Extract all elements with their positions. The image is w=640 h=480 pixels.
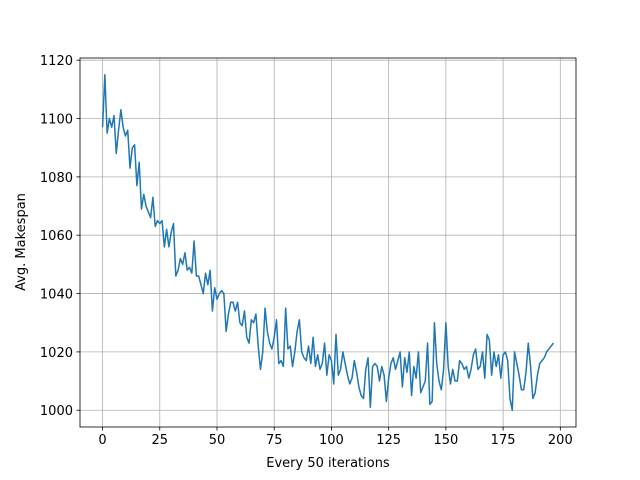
y-tick-label: 1060 [40, 229, 73, 244]
y-tick-label: 1020 [40, 346, 73, 361]
y-tick-label: 1100 [40, 113, 73, 128]
x-tick-label: 75 [266, 433, 283, 448]
x-tick-label: 0 [98, 433, 106, 448]
x-tick-label: 125 [376, 433, 401, 448]
x-tick-label: 200 [548, 433, 573, 448]
x-axis-label: Every 50 iterations [266, 456, 390, 471]
data-line [101, 74, 555, 411]
y-tick-label: 1000 [40, 404, 73, 419]
x-tick-label: 175 [491, 433, 516, 448]
axes-frame [79, 57, 577, 428]
y-tick-label: 1120 [40, 54, 73, 69]
y-axis-label: Avg. Makespan [14, 193, 29, 291]
y-tick-label: 1080 [40, 171, 73, 186]
x-tick-label: 25 [151, 433, 168, 448]
y-tick-label: 1040 [40, 288, 73, 303]
x-tick-label: 100 [319, 433, 344, 448]
x-tick-label: 50 [209, 433, 226, 448]
x-tick-label: 150 [433, 433, 458, 448]
